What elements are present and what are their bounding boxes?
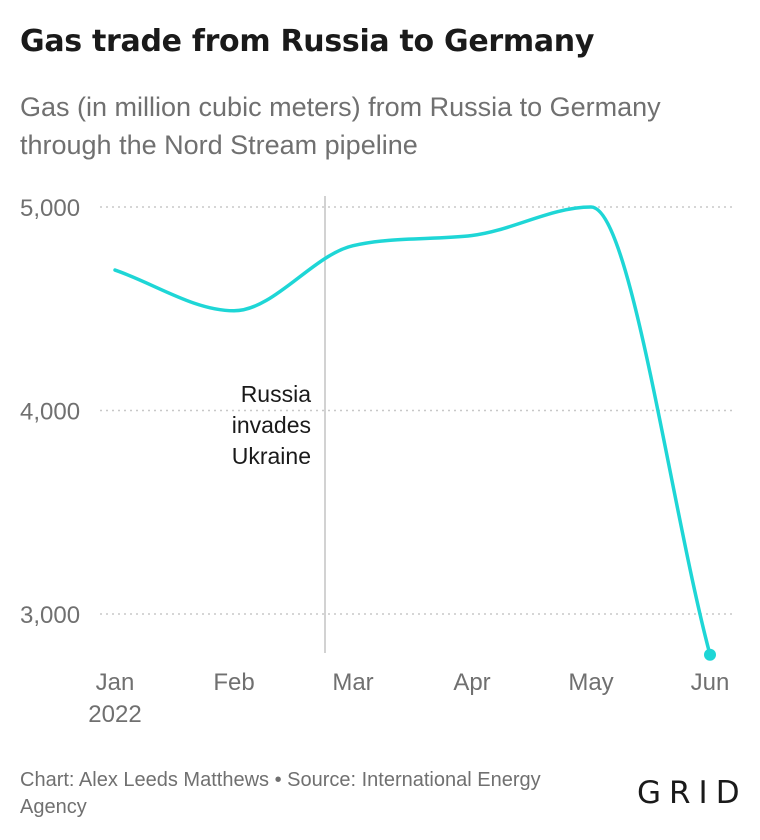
x-tick-label: Jan bbox=[96, 669, 135, 696]
x-tick-label: Apr bbox=[453, 669, 490, 696]
y-tick-label: 4,000 bbox=[20, 399, 80, 426]
chart-title: Gas trade from Russia to Germany bbox=[20, 24, 595, 59]
footer-credit: Chart: Alex Leeds Matthews • Source: Int… bbox=[20, 769, 541, 818]
x-tick-label: May bbox=[568, 669, 613, 696]
data-point bbox=[231, 308, 237, 314]
grid-logo: GRID bbox=[637, 775, 748, 811]
x-tick-label: Jun bbox=[691, 669, 730, 696]
y-tick-label: 5,000 bbox=[20, 195, 80, 222]
series-line-group bbox=[112, 204, 716, 661]
axes: 3,000 4,000 5,000 Jan Feb Mar Apr May Jun 2022 bbox=[20, 195, 729, 728]
data-point bbox=[350, 243, 356, 249]
data-point bbox=[469, 232, 475, 238]
y-tick-label: 3,000 bbox=[20, 602, 80, 629]
x-tick-label: Mar bbox=[332, 669, 373, 696]
x-year-label: 2022 bbox=[88, 701, 141, 728]
data-point bbox=[112, 267, 118, 273]
chart-subtitle: Gas (in million cubic meters) from Russi… bbox=[20, 92, 661, 160]
x-tick-label: Feb bbox=[213, 669, 254, 696]
annotation-text: Ukraine bbox=[232, 443, 311, 469]
line-chart: Russia invades Ukraine 3,000 4,000 5,000 Jan F… bbox=[20, 195, 735, 728]
endpoint-dot bbox=[704, 648, 716, 661]
annotation-text: invades bbox=[232, 412, 311, 438]
series-line bbox=[113, 205, 712, 657]
data-point bbox=[588, 204, 594, 210]
gridlines bbox=[100, 206, 735, 615]
annotation: Russia invades Ukraine bbox=[232, 196, 326, 653]
annotation-text: Russia bbox=[241, 381, 312, 407]
